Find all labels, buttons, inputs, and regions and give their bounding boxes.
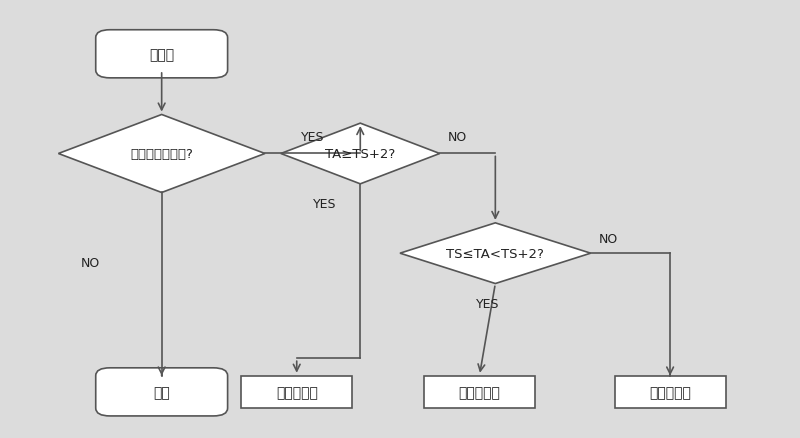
Text: 控制模式三: 控制模式三 [649, 385, 691, 399]
FancyBboxPatch shape [241, 376, 352, 408]
Text: YES: YES [301, 131, 324, 143]
Polygon shape [281, 124, 440, 184]
FancyBboxPatch shape [96, 31, 228, 79]
Text: TS≤TA<TS+2?: TS≤TA<TS+2? [446, 247, 544, 260]
Text: 控制模式二: 控制模式二 [458, 385, 500, 399]
FancyBboxPatch shape [614, 376, 726, 408]
Text: NO: NO [598, 232, 618, 245]
Text: 是否要除湿运行?: 是否要除湿运行? [130, 148, 193, 161]
Text: YES: YES [476, 297, 499, 310]
FancyBboxPatch shape [96, 368, 228, 416]
Polygon shape [58, 115, 265, 193]
Text: YES: YES [313, 198, 336, 210]
Text: TA≥TS+2?: TA≥TS+2? [325, 148, 395, 161]
Text: NO: NO [81, 256, 100, 269]
Text: NO: NO [448, 131, 467, 143]
Text: 控制模式一: 控制模式一 [276, 385, 318, 399]
Text: 初始化: 初始化 [149, 48, 174, 62]
Text: 结束: 结束 [154, 385, 170, 399]
FancyBboxPatch shape [424, 376, 535, 408]
Polygon shape [400, 223, 590, 284]
